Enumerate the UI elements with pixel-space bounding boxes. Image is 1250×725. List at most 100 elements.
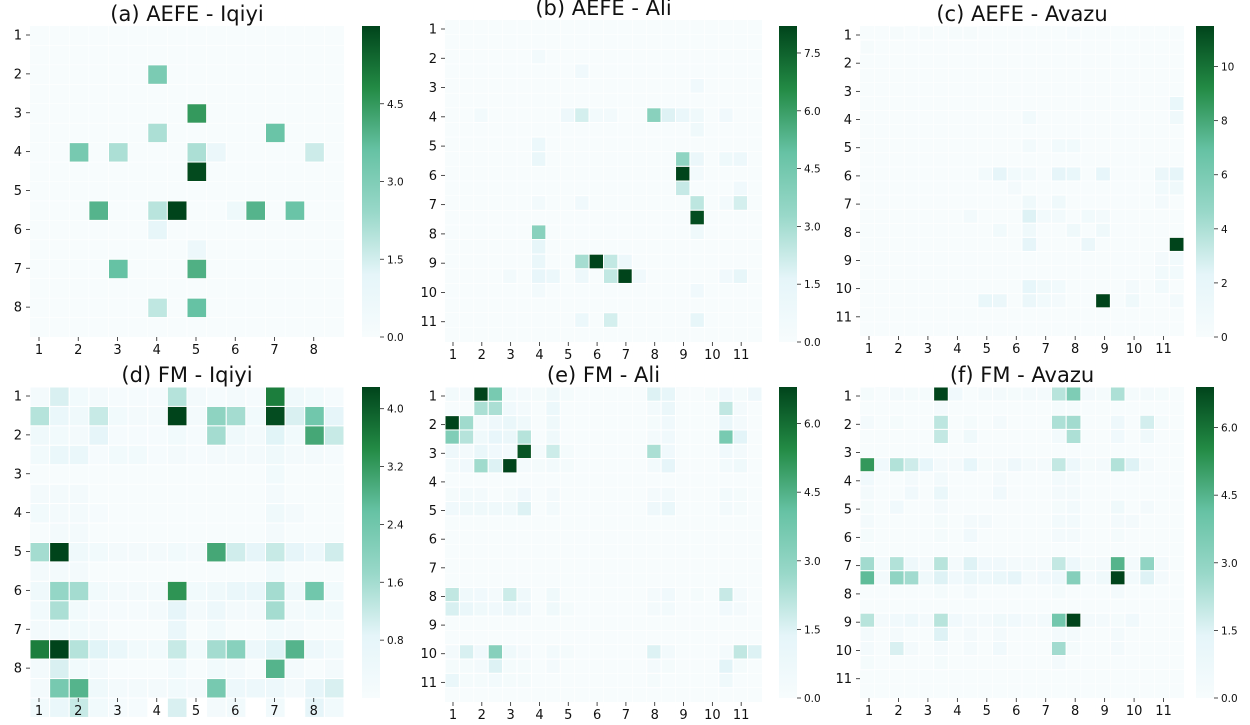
heatmap-cell (487, 672, 504, 689)
y-tick-label: 3 (14, 467, 22, 482)
colorbar-tick-label: 0.8 (387, 635, 404, 647)
heatmap-cell (530, 443, 547, 460)
heatmap-cell (1036, 293, 1052, 309)
heatmap-cell (68, 678, 90, 699)
heatmap-cell (1139, 499, 1156, 515)
heatmap-cell (903, 640, 920, 657)
heatmap-cell (1006, 386, 1023, 402)
heatmap-cell (992, 640, 1008, 657)
heatmap-cell (68, 542, 90, 563)
heatmap-cell (732, 180, 749, 197)
heatmap-cell (265, 386, 286, 407)
heatmap-cell (473, 415, 489, 431)
heatmap-cell (108, 386, 129, 407)
colorbar-tick-label: 0 (1221, 332, 1228, 344)
heatmap-cell (1036, 208, 1052, 224)
x-tick-label: 9 (679, 348, 687, 363)
heatmap-cell (29, 386, 51, 407)
heatmap-cell (473, 658, 489, 674)
heatmap-cell (88, 600, 109, 621)
heatmap-cell (245, 600, 266, 621)
heatmap-cell (530, 136, 547, 153)
heatmap-cell (458, 501, 475, 517)
heatmap-cell (108, 425, 129, 446)
heatmap-cell (147, 405, 168, 427)
colorbar-tick-label: 0.0 (387, 332, 404, 344)
heatmap-cell (265, 697, 286, 718)
heatmap-cell (1139, 428, 1156, 445)
heatmap-cell (689, 282, 705, 299)
heatmap-cell (265, 561, 286, 582)
heatmap-cell (147, 219, 168, 241)
heatmap-cell (1109, 457, 1126, 473)
heatmap-cell (689, 195, 705, 211)
x-tick-label: 7 (1042, 704, 1050, 719)
heatmap-cell (147, 678, 168, 699)
heatmap-cell (1109, 612, 1126, 628)
heatmap-cell (1006, 612, 1023, 628)
heatmap-cell (68, 425, 90, 446)
heatmap-cell (1168, 236, 1185, 252)
heatmap-cell (127, 580, 149, 602)
heatmap-cell (502, 486, 518, 503)
heatmap-cell (245, 580, 266, 602)
x-tick-label: 4 (953, 704, 961, 719)
heatmap-cell (933, 556, 949, 572)
heatmap-cell (323, 444, 345, 466)
heatmap-cell (1109, 414, 1126, 430)
x-tick-label: 6 (1012, 342, 1020, 357)
heatmap-cell (108, 639, 129, 660)
heatmap-cell (559, 107, 576, 123)
x-tick-label: 2 (478, 348, 486, 363)
colorbar-tick-label: 3.0 (804, 221, 821, 233)
heatmap-cell (732, 195, 749, 211)
heatmap-cell (1065, 612, 1082, 628)
heatmap-cell (1095, 222, 1111, 238)
heatmap-cell (660, 107, 677, 123)
heatmap-cell (1095, 166, 1111, 182)
heatmap-cell (1050, 293, 1067, 309)
heatmap-cell (933, 428, 949, 445)
heatmap-cell (458, 429, 475, 445)
heatmap-cell (530, 151, 547, 167)
heatmap-cell (29, 542, 51, 563)
colorbar-tick-label: 1.6 (387, 577, 404, 589)
heatmap-cell (646, 386, 662, 402)
heatmap-cell (859, 457, 876, 473)
heatmap-cell (444, 601, 460, 617)
panel-title: (f) FM - Avazu (950, 363, 1094, 387)
heatmap-cell (49, 483, 70, 505)
heatmap-cell (487, 443, 504, 460)
y-tick-label: 9 (844, 616, 852, 631)
heatmap-cell (545, 501, 561, 517)
heatmap-cell (660, 415, 677, 431)
heatmap-cell (29, 639, 51, 660)
y-tick-label: 2 (429, 52, 437, 67)
heatmap-cell (933, 626, 949, 642)
heatmap-cell (1036, 386, 1052, 402)
heatmap-cell (473, 386, 489, 402)
y-tick-label: 2 (14, 67, 22, 82)
heatmap-cell (444, 501, 460, 517)
heatmap-cell (1021, 222, 1038, 238)
heatmap-cell (487, 458, 504, 474)
heatmap-cell (1095, 386, 1111, 402)
heatmap-cell (718, 458, 734, 474)
heatmap-cell (147, 64, 168, 85)
heatmap-cell (516, 601, 532, 617)
heatmap-cell (1021, 457, 1038, 473)
heatmap-cell (225, 678, 247, 699)
panel-title: (e) FM - Ali (547, 363, 660, 387)
heatmap-cell (1050, 556, 1067, 572)
heatmap-cell (545, 443, 561, 460)
heatmap-cell (206, 658, 227, 680)
heatmap-cell (933, 655, 949, 671)
heatmap-cell (186, 386, 208, 407)
heatmap-cell (186, 405, 208, 427)
heatmap-cell (487, 658, 504, 674)
heatmap-cell (888, 457, 905, 473)
heatmap-cell (1095, 457, 1111, 473)
heatmap-cell (49, 600, 70, 621)
heatmap-cell (1065, 556, 1082, 572)
